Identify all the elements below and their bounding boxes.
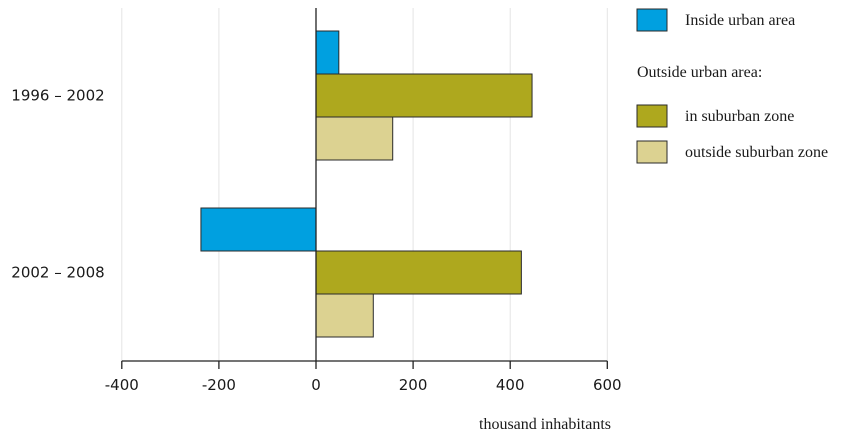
legend-label: Inside urban area bbox=[685, 12, 795, 29]
bar bbox=[315, 30, 340, 75]
bar bbox=[315, 116, 394, 161]
bar bbox=[315, 250, 522, 295]
grid bbox=[121, 8, 608, 361]
bar bbox=[315, 73, 533, 118]
legend-swatch bbox=[636, 104, 668, 128]
legend-swatch bbox=[636, 140, 668, 164]
category-label: 1996 – 2002 bbox=[11, 87, 104, 105]
x-tick-label: -400 bbox=[105, 376, 139, 394]
legend: Inside urban area Outside urban area: in s… bbox=[636, 8, 828, 164]
labels: 1996 – 2002 2002 – 2008 -400 -200 0 200 400 600… bbox=[11, 87, 621, 434]
legend-label: outside suburban zone bbox=[685, 144, 828, 161]
bar bbox=[200, 207, 317, 252]
bar bbox=[315, 293, 374, 338]
category-label: 2002 – 2008 bbox=[11, 264, 104, 282]
legend-swatch bbox=[636, 8, 668, 32]
x-tick-label: 400 bbox=[496, 376, 525, 394]
x-tick-label: 600 bbox=[593, 376, 622, 394]
axes bbox=[121, 8, 608, 369]
bars bbox=[200, 30, 533, 338]
x-tick-label: 200 bbox=[399, 376, 428, 394]
legend-label: in suburban zone bbox=[685, 108, 794, 125]
legend-heading: Outside urban area: bbox=[637, 64, 762, 81]
x-tick-label: 0 bbox=[311, 376, 321, 394]
x-axis-label: thousand inhabitants bbox=[479, 416, 611, 433]
x-tick-label: -200 bbox=[202, 376, 236, 394]
